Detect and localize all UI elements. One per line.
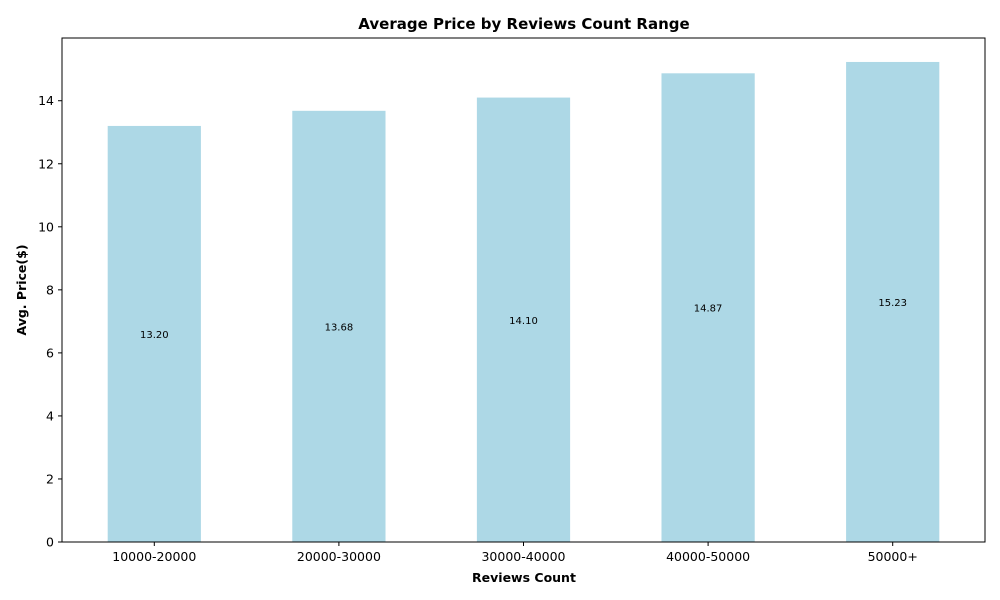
y-tick-label: 0 [46,535,54,550]
data-label-40000-50000: 14.87 [694,304,723,315]
data-label-10000-20000: 13.20 [140,330,169,341]
y-tick-label: 8 [46,282,54,297]
x-tick-label: 50000+ [868,549,918,564]
y-tick-label: 2 [46,471,54,486]
data-label-50000+: 15.23 [878,298,907,309]
bar-10000-20000 [107,125,201,542]
x-tick-label: 10000-20000 [112,549,196,564]
chart-title: Average Price by Reviews Count Range [358,15,689,33]
data-label-20000-30000: 13.68 [325,322,354,333]
bar-20000-30000 [292,110,386,542]
x-tick-label: 40000-50000 [666,549,750,564]
y-axis-label: Avg. Price($) [14,244,29,335]
data-label-30000-40000: 14.10 [509,316,538,327]
y-tick-label: 14 [38,93,54,108]
x-axis-label: Reviews Count [472,570,576,585]
plot-area: 13.20 13.68 14.10 14.87 15.23 0 2 4 6 8 10 12 14 1000… [38,37,986,564]
x-tick-label: 20000-30000 [297,549,381,564]
y-tick-label: 10 [38,219,54,234]
y-tick-label: 6 [46,345,54,360]
bar-30000-40000 [476,97,571,542]
x-tick-label: 30000-40000 [481,549,565,564]
y-tick-label: 4 [46,408,54,423]
bar-40000-50000 [661,73,755,542]
bar-50000+ [846,61,940,543]
y-tick-label: 12 [38,156,54,171]
